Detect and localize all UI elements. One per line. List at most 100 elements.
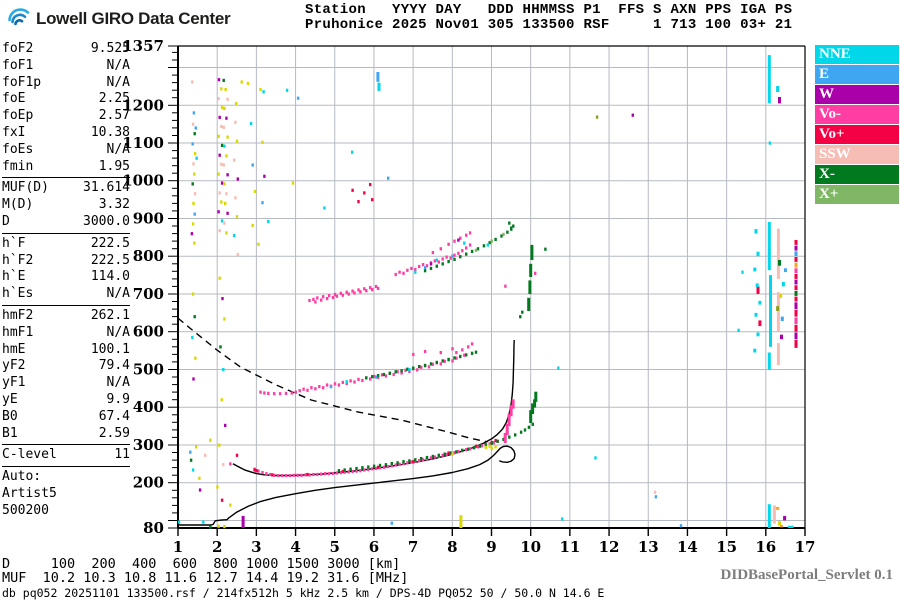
- legend-item-ssw: SSW: [815, 145, 899, 164]
- param-label: fmin: [2, 158, 34, 174]
- param-value: 3.32: [98, 197, 130, 213]
- auto-block-line: Artist5: [2, 485, 57, 501]
- param-row-hes: h`Es N/A: [2, 286, 130, 303]
- param-value: 9.9: [106, 391, 130, 407]
- param-label: B1: [2, 425, 18, 441]
- legend-item-nne: NNE: [815, 45, 899, 64]
- param-value: N/A: [106, 57, 130, 73]
- param-row-b1: B1 2.59: [2, 426, 130, 443]
- param-section: hmF2 262.1 hmF1 N/A hmE 100.1 yF2 79.4 yF1 N/A yE 9…: [2, 307, 130, 446]
- param-row-fof2: foF2 9.525: [2, 41, 130, 58]
- svg-text:15: 15: [716, 538, 737, 556]
- param-value: 67.4: [98, 408, 130, 424]
- svg-text:1357: 1357: [122, 37, 164, 55]
- auto-block-line: Auto:: [2, 469, 42, 485]
- svg-text:11: 11: [559, 538, 580, 556]
- param-value: N/A: [106, 324, 130, 340]
- svg-text:200: 200: [133, 474, 164, 492]
- legend-item-w: W: [815, 85, 899, 104]
- param-value: 31.614: [83, 180, 130, 196]
- param-value: 3000.0: [83, 213, 130, 229]
- param-value: 100.1: [90, 341, 130, 357]
- echo-direction-legend: NNE E W Vo- Vo+ SSW X- X+: [815, 45, 899, 205]
- svg-text:5: 5: [330, 538, 340, 556]
- param-label: hmE: [2, 341, 26, 357]
- param-row-hme: hmE 100.1: [2, 342, 130, 359]
- param-row-yf1: yF1 N/A: [2, 375, 130, 392]
- svg-text:1000: 1000: [122, 172, 164, 190]
- param-section: foF2 9.525 foF1 N/A foF1p N/A foE 2.25 foEp 2.57 f…: [2, 41, 130, 179]
- param-value: 222.5: [90, 252, 130, 268]
- param-value: N/A: [106, 141, 130, 157]
- param-row-hf: h`F 222.5: [2, 236, 130, 253]
- auto-block: Auto: Artist5 500200: [2, 469, 130, 519]
- svg-text:13: 13: [638, 538, 659, 556]
- param-row-foe: foE 2.25: [2, 91, 130, 108]
- param-value: 114.0: [90, 269, 130, 285]
- svg-text:1: 1: [173, 538, 183, 556]
- param-label: foE: [2, 91, 26, 107]
- param-row-foes: foEs N/A: [2, 142, 130, 159]
- param-label: hmF2: [2, 307, 34, 323]
- param-row-he: h`E 114.0: [2, 269, 130, 286]
- svg-text:14: 14: [677, 538, 698, 556]
- param-row-d: D 3000.0: [2, 214, 130, 231]
- svg-text:9: 9: [486, 538, 496, 556]
- param-value: N/A: [106, 375, 130, 391]
- param-label: yF2: [2, 358, 26, 374]
- param-label: foEs: [2, 141, 34, 157]
- param-value: 9.525: [90, 41, 130, 56]
- param-label: h`F: [2, 235, 26, 251]
- param-value: N/A: [106, 286, 130, 302]
- station-header-line2: Pruhonice 2025 Nov01 305 133500 RSF 1 71…: [305, 17, 793, 33]
- svg-text:900: 900: [133, 210, 164, 228]
- param-row-fmin: fmin 1.95: [2, 159, 130, 176]
- param-section: h`F 222.5 h`F2 222.5 h`E 114.0 h`Es N/A: [2, 236, 130, 306]
- servlet-version-label: DIDBasePortal_Servlet 0.1: [720, 567, 893, 583]
- svg-text:400: 400: [133, 398, 164, 416]
- param-row-ye: yE 9.9: [2, 392, 130, 409]
- param-label: h`Es: [2, 286, 34, 302]
- param-row-md: M(D) 3.32: [2, 197, 130, 214]
- param-label: C-level: [2, 447, 57, 463]
- param-row-foep: foEp 2.57: [2, 108, 130, 125]
- svg-text:7: 7: [408, 538, 418, 556]
- svg-text:1100: 1100: [122, 134, 164, 152]
- param-row-hmf1: hmF1 N/A: [2, 325, 130, 342]
- param-label: yF1: [2, 375, 26, 391]
- svg-text:6: 6: [369, 538, 379, 556]
- param-row-fxi: fxI 10.38: [2, 125, 130, 142]
- auto-block-line: 500200: [2, 502, 49, 518]
- param-label: MUF(D): [2, 180, 49, 196]
- param-value: 79.4: [98, 358, 130, 374]
- param-label: foEp: [2, 108, 34, 124]
- param-value: 2.25: [98, 91, 130, 107]
- svg-text:3: 3: [251, 538, 261, 556]
- svg-text:700: 700: [133, 285, 164, 303]
- param-value: 10.38: [90, 124, 130, 140]
- param-label: D: [2, 213, 10, 229]
- param-label: hmF1: [2, 324, 34, 340]
- svg-text:1200: 1200: [122, 96, 164, 114]
- logo-text: Lowell GIRO Data Center: [36, 9, 231, 28]
- param-row-hf2: h`F2 222.5: [2, 253, 130, 270]
- svg-text:500: 500: [133, 361, 164, 379]
- param-value: 1.95: [98, 158, 130, 174]
- param-label: foF2: [2, 41, 34, 56]
- legend-item-vo: Vo-: [815, 105, 899, 124]
- param-label: foF1: [2, 57, 34, 73]
- svg-text:300: 300: [133, 436, 164, 454]
- param-row-fof1: foF1 N/A: [2, 58, 130, 75]
- giro-wave-icon: [6, 4, 32, 34]
- param-value: N/A: [106, 74, 130, 90]
- svg-text:80: 80: [143, 519, 164, 537]
- svg-text:10: 10: [520, 538, 541, 556]
- param-label: foF1p: [2, 74, 42, 90]
- param-label: B0: [2, 408, 18, 424]
- param-label: M(D): [2, 197, 34, 213]
- svg-text:2: 2: [212, 538, 222, 556]
- param-value: 222.5: [90, 235, 130, 251]
